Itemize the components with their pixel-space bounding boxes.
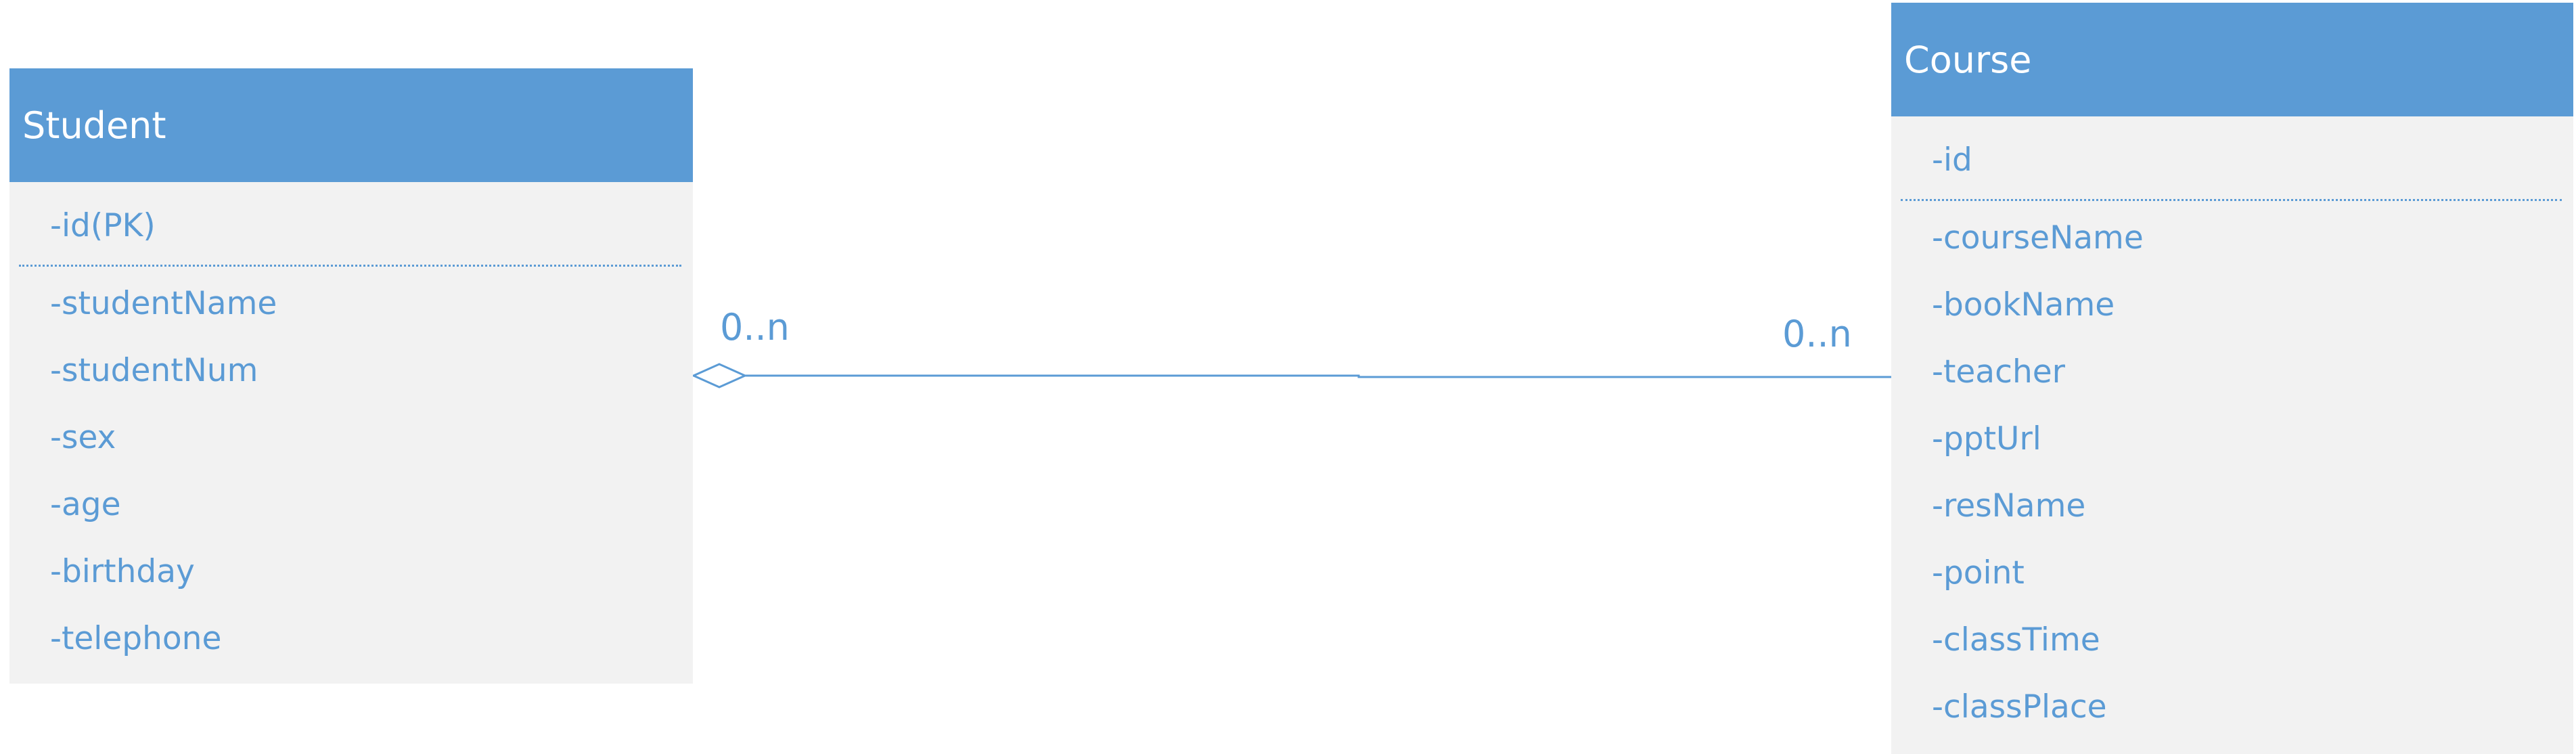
student-attribute: -birthday bbox=[50, 553, 195, 590]
association-line bbox=[745, 374, 1891, 378]
course-attribute: -pptUrl bbox=[1932, 420, 2041, 458]
student-multiplicity: 0..n bbox=[720, 306, 790, 349]
course-primary-key: -id bbox=[1932, 141, 1972, 179]
student-key-divider bbox=[19, 265, 681, 267]
course-attribute: -courseName bbox=[1932, 219, 2144, 257]
course-key-divider bbox=[1901, 199, 2562, 201]
course-attribute: -teacher bbox=[1932, 353, 2065, 391]
student-entity[interactable]: Student -id(PK) -studentName -studentNum… bbox=[9, 68, 693, 684]
course-attribute: -bookName bbox=[1932, 286, 2115, 324]
student-attribute: -sex bbox=[50, 419, 116, 456]
student-entity-title: Student bbox=[9, 68, 693, 182]
course-attribute: -classTime bbox=[1932, 621, 2100, 659]
course-attribute: -point bbox=[1932, 554, 2025, 592]
aggregation-diamond bbox=[691, 363, 748, 389]
course-multiplicity: 0..n bbox=[1782, 313, 1852, 355]
student-attribute: -telephone bbox=[50, 620, 222, 657]
course-attribute: -resName bbox=[1932, 487, 2086, 525]
course-attribute: -classPlace bbox=[1932, 688, 2107, 726]
student-attribute: -studentName bbox=[50, 285, 277, 322]
course-entity[interactable]: Course -id -courseName -bookName -teache… bbox=[1891, 3, 2573, 754]
student-primary-key: -id(PK) bbox=[50, 207, 156, 244]
course-entity-title: Course bbox=[1891, 3, 2573, 116]
student-attribute: -age bbox=[50, 486, 121, 523]
student-attribute: -studentNum bbox=[50, 352, 258, 389]
